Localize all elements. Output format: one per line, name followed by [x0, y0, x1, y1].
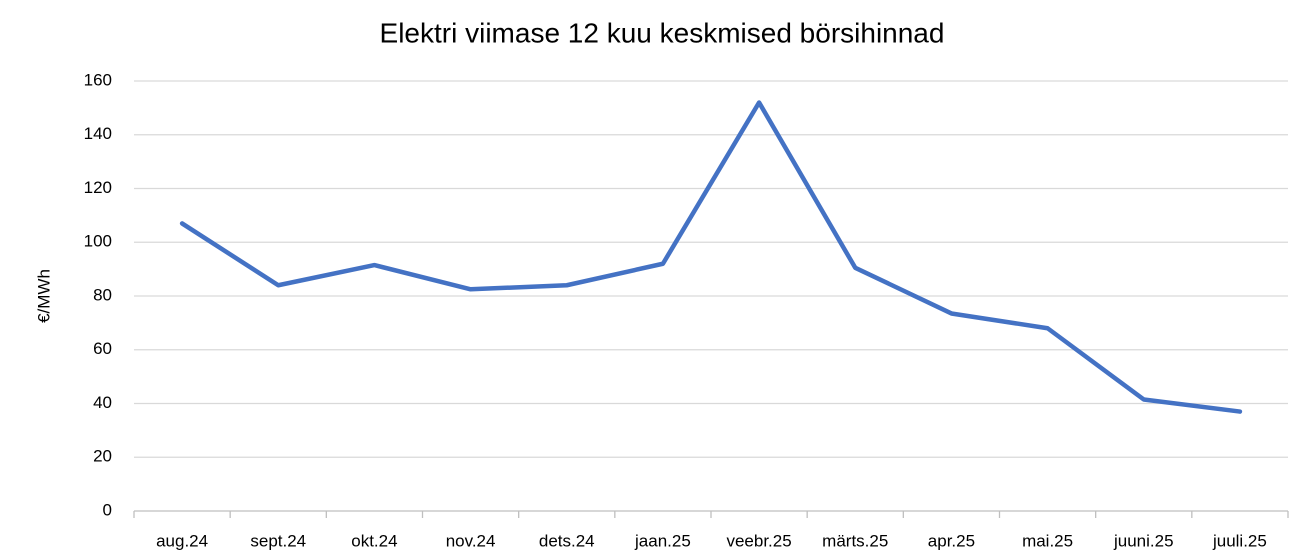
- x-tick-label: veebr.25: [726, 531, 791, 550]
- x-tick-label: apr.25: [928, 531, 975, 550]
- x-tick-label: juuni.25: [1113, 531, 1174, 550]
- chart-title: Elektri viimase 12 kuu keskmised börsihi…: [380, 17, 945, 48]
- y-tick-label: 20: [93, 447, 112, 466]
- y-axis-label: €/MWh: [34, 269, 53, 323]
- x-tick-label: dets.24: [539, 531, 595, 550]
- y-tick-label: 140: [84, 124, 112, 143]
- line: [179, 100, 1243, 414]
- y-tick-label: 100: [84, 232, 112, 251]
- x-tick-label: mai.25: [1022, 531, 1073, 550]
- y-tick-label: 160: [84, 70, 112, 89]
- x-tick-label: aug.24: [156, 531, 208, 550]
- x-tick-label: juuli.25: [1212, 531, 1267, 550]
- x-tick-label: märts.25: [822, 531, 888, 550]
- x-tick-label: sept.24: [250, 531, 306, 550]
- y-tick-label: 40: [93, 393, 112, 412]
- y-tick-label: 120: [84, 178, 112, 197]
- x-tick-label: okt.24: [351, 531, 397, 550]
- y-tick-label: 0: [103, 500, 112, 519]
- x-tick-label: nov.24: [446, 531, 496, 550]
- x-tick-label: jaan.25: [634, 531, 691, 550]
- y-tick-label: 80: [93, 285, 112, 304]
- y-tick-label: 60: [93, 339, 112, 358]
